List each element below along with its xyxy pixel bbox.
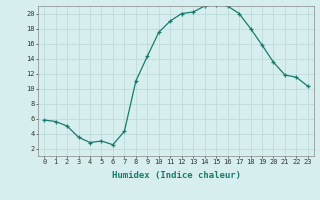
X-axis label: Humidex (Indice chaleur): Humidex (Indice chaleur) [111,171,241,180]
